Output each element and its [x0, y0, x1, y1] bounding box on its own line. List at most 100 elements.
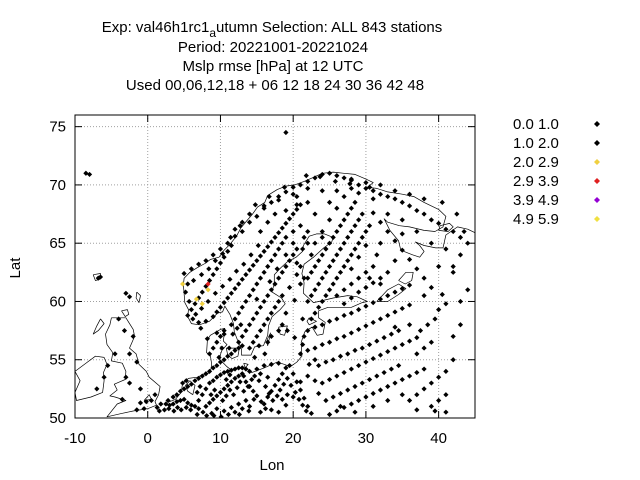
station-point — [443, 226, 449, 232]
grid-lines — [74, 115, 475, 419]
station-point — [223, 393, 229, 399]
station-point — [210, 345, 216, 351]
station-point — [399, 286, 405, 292]
station-point — [392, 380, 398, 386]
station-point — [221, 300, 227, 306]
station-point — [356, 182, 362, 188]
station-point — [443, 246, 449, 252]
station-point — [197, 383, 203, 390]
station-point — [246, 219, 253, 225]
station-point — [363, 323, 369, 329]
station-point — [123, 374, 129, 380]
station-point — [232, 233, 238, 239]
station-point — [178, 407, 184, 413]
station-point — [194, 389, 200, 395]
station-point — [203, 386, 209, 392]
station-point — [332, 178, 338, 185]
station-point — [126, 294, 133, 300]
station-point — [294, 246, 300, 252]
station-point — [392, 196, 398, 202]
station-point — [279, 396, 285, 402]
station-point — [366, 376, 373, 383]
y-tick-label: 60 — [49, 293, 66, 310]
station-point — [203, 371, 209, 377]
station-point — [245, 383, 251, 390]
station-point — [300, 341, 306, 348]
station-point — [381, 334, 387, 341]
station-point — [209, 410, 215, 416]
station-point — [198, 305, 205, 312]
station-point — [399, 217, 405, 223]
station-point — [312, 324, 318, 330]
station-point — [232, 286, 238, 292]
coastline-path — [306, 317, 317, 326]
legend: 0.0 1.0 1.0 2.0 2.0 2.9 2.9 3.9 3.9 4.9 4.9 5… — [513, 116, 600, 228]
station-points — [83, 129, 471, 418]
station-point — [225, 240, 231, 246]
station-point — [326, 318, 333, 324]
station-point — [276, 376, 282, 383]
station-point — [227, 372, 233, 378]
station-point — [296, 396, 302, 402]
station-point — [319, 188, 325, 194]
station-point — [206, 400, 213, 406]
station-point — [303, 173, 309, 179]
station-point — [341, 287, 347, 293]
station-point — [265, 263, 271, 270]
station-point — [232, 316, 238, 322]
station-point — [406, 322, 413, 328]
station-point — [330, 258, 336, 264]
station-point — [366, 184, 373, 190]
station-point — [436, 374, 442, 380]
station-point — [279, 322, 285, 328]
station-point — [134, 407, 140, 413]
station-point — [363, 284, 369, 291]
station-point — [255, 242, 261, 249]
station-point — [363, 179, 369, 186]
station-point — [246, 403, 253, 409]
station-point — [256, 378, 262, 384]
legend-label: 2.9 3.9 — [513, 173, 559, 190]
station-point — [192, 378, 198, 384]
station-point — [261, 269, 267, 275]
station-point — [341, 333, 347, 340]
station-point — [188, 381, 194, 387]
station-point — [306, 361, 312, 367]
station-point — [217, 389, 224, 395]
station-point — [305, 327, 311, 334]
station-point — [170, 401, 176, 407]
station-point — [188, 402, 194, 408]
legend-label: 0.0 1.0 — [513, 116, 559, 133]
station-point — [454, 211, 460, 217]
station-point — [290, 211, 296, 217]
station-point — [305, 240, 311, 246]
station-point — [268, 287, 274, 293]
y-tick-label: 55 — [49, 352, 66, 369]
station-point — [199, 373, 205, 379]
station-point — [239, 228, 245, 235]
station-point — [248, 252, 254, 258]
station-point — [337, 403, 344, 409]
station-point — [316, 258, 322, 264]
station-point — [303, 408, 309, 414]
station-point — [297, 263, 304, 270]
station-point — [101, 374, 107, 380]
station-point — [257, 304, 264, 310]
station-point — [345, 211, 351, 217]
station-point — [290, 394, 296, 400]
station-point — [366, 223, 373, 229]
station-point — [341, 217, 347, 223]
station-point — [377, 281, 384, 287]
station-point — [217, 372, 224, 378]
station-point — [359, 345, 365, 351]
y-tick-label: 65 — [49, 235, 66, 252]
station-point — [392, 188, 398, 194]
coastline-path — [185, 380, 196, 395]
station-point — [345, 234, 351, 240]
station-point — [428, 217, 434, 223]
station-point — [326, 170, 333, 176]
station-point — [254, 333, 260, 340]
station-point — [414, 351, 420, 357]
station-point — [206, 351, 213, 357]
station-point — [279, 240, 285, 246]
